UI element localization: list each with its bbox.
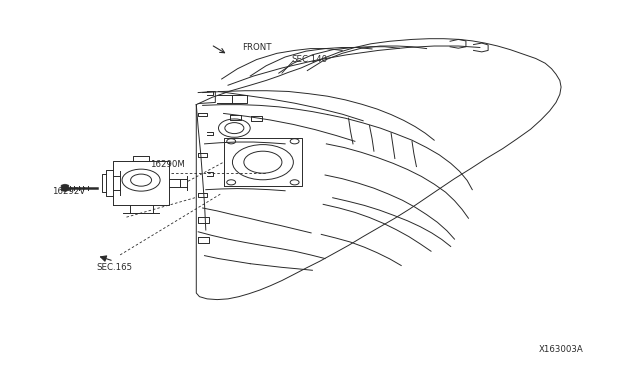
Text: SEC.140: SEC.140 [291, 55, 328, 64]
Text: SEC.165: SEC.165 [97, 263, 133, 272]
Text: 16290M: 16290M [150, 160, 185, 169]
Text: 16292V: 16292V [52, 187, 86, 196]
Text: FRONT: FRONT [243, 43, 272, 52]
Polygon shape [61, 184, 68, 192]
Text: X163003A: X163003A [539, 344, 584, 353]
